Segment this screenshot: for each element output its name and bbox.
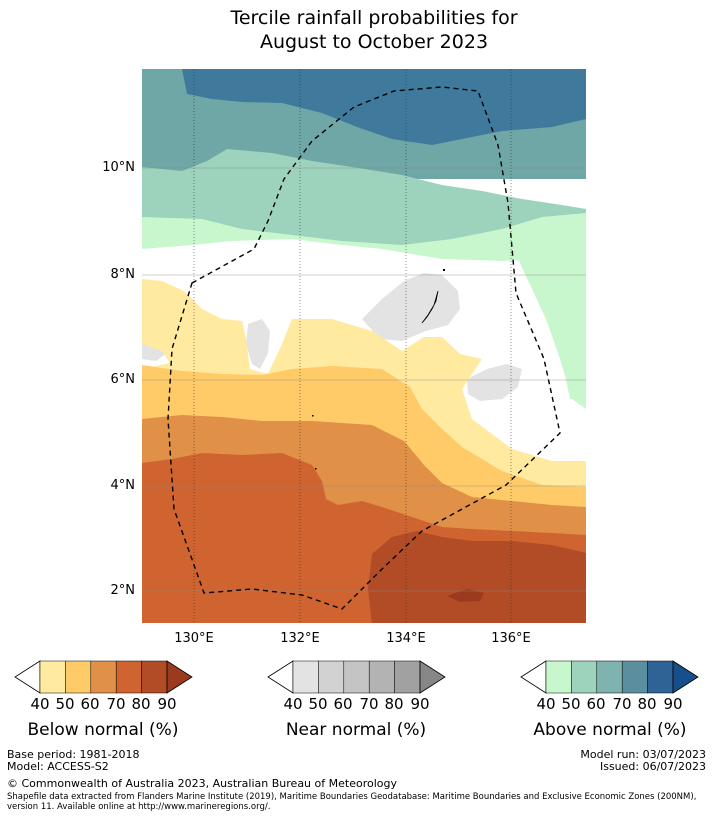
graticule xyxy=(142,69,586,623)
colorbar-segment xyxy=(621,660,648,694)
palau-islands xyxy=(421,290,439,324)
colorbar-segment xyxy=(115,660,142,694)
colorbar-extend-low xyxy=(14,660,41,694)
tick-label: 50 xyxy=(308,695,328,713)
tick-label: 70 xyxy=(612,695,632,713)
near-normal-patch-3 xyxy=(467,364,522,401)
colorbar-near-segments xyxy=(267,660,446,694)
legend-title-below: Below normal (%) xyxy=(27,720,179,740)
tick-label: 70 xyxy=(359,695,379,713)
colorbar-segment xyxy=(394,660,421,694)
near-normal-patch-2 xyxy=(246,319,270,369)
colorbar-segment xyxy=(39,660,66,694)
title-line-1: Tercile rainfall probabilities for xyxy=(230,7,518,29)
lon-label-136e: 136°E xyxy=(491,631,531,646)
colorbar-extend-high xyxy=(166,660,193,694)
rainfall-map xyxy=(142,69,586,623)
lon-label-134e: 134°E xyxy=(386,631,426,646)
lat-label-6n: 6°N xyxy=(110,372,136,387)
copyright: © Commonwealth of Australia 2023, Austra… xyxy=(7,777,397,790)
colorbar-extend-high xyxy=(419,660,446,694)
tick-label: 80 xyxy=(131,695,151,713)
colorbar-segment xyxy=(596,660,623,694)
lat-label-2n: 2°N xyxy=(110,583,136,598)
island-dot-2 xyxy=(312,415,314,417)
chart-title: Tercile rainfall probabilities for Augus… xyxy=(0,6,713,54)
lon-label-132e: 132°E xyxy=(280,631,320,646)
colorbar-segment xyxy=(292,660,319,694)
model-name: Model: ACCESS-S2 xyxy=(7,760,109,773)
shapefile-note: Shapefile data extracted from Flanders M… xyxy=(7,792,697,812)
colorbar-extend-low xyxy=(520,660,547,694)
tick-label: 70 xyxy=(106,695,126,713)
colorbar-above-normal xyxy=(520,660,699,694)
tick-label: 50 xyxy=(55,695,75,713)
tick-label: 60 xyxy=(586,695,606,713)
colorbar-segment xyxy=(571,660,598,694)
colorbar-segment xyxy=(343,660,370,694)
legend-title-above: Above normal (%) xyxy=(533,720,687,740)
tick-label: 40 xyxy=(536,695,556,713)
tick-label: 50 xyxy=(561,695,581,713)
band-above-40-east xyxy=(517,229,586,409)
eez-boundary xyxy=(167,86,561,610)
colorbar-segment xyxy=(545,660,572,694)
tick-label: 90 xyxy=(157,695,177,713)
colorbar-segment xyxy=(141,660,168,694)
band-below-80-dark xyxy=(447,589,484,602)
band-above-70 xyxy=(182,69,586,145)
lat-label-8n: 8°N xyxy=(110,267,136,282)
tick-label: 90 xyxy=(410,695,430,713)
base-period: Base period: 1981-2018 xyxy=(7,748,140,761)
tick-label: 60 xyxy=(80,695,100,713)
band-below-80 xyxy=(368,531,586,623)
colorbar-near-normal xyxy=(267,660,446,694)
island-dot-1 xyxy=(443,269,445,271)
legend-title-near: Near normal (%) xyxy=(285,720,427,740)
colorbar-segment xyxy=(65,660,92,694)
colorbar-below-segments xyxy=(14,660,193,694)
lon-label-130e: 130°E xyxy=(174,631,214,646)
lat-label-10n: 10°N xyxy=(102,160,135,175)
tick-label: 40 xyxy=(30,695,50,713)
colorbar-segment xyxy=(647,660,674,694)
colorbar-segment xyxy=(368,660,395,694)
colorbar-below-normal xyxy=(14,660,193,694)
tick-label: 80 xyxy=(384,695,404,713)
footer-right: Model run: 03/07/2023 Issued: 06/07/2023 xyxy=(580,749,706,773)
tick-label: 40 xyxy=(283,695,303,713)
near-normal-patch-1 xyxy=(362,273,460,341)
title-line-2: August to October 2023 xyxy=(259,31,489,53)
map-svg xyxy=(142,69,586,623)
model-run: Model run: 03/07/2023 xyxy=(580,748,706,761)
colorbar-segment xyxy=(90,660,117,694)
colorbar-segment xyxy=(318,660,345,694)
colorbar-extend-high xyxy=(672,660,699,694)
lat-label-4n: 4°N xyxy=(110,478,136,493)
footer-left: Base period: 1981-2018 Model: ACCESS-S2 xyxy=(7,749,139,773)
issued-date: Issued: 06/07/2023 xyxy=(599,760,706,773)
tick-label: 90 xyxy=(663,695,683,713)
island-dot-3 xyxy=(315,468,317,470)
tick-label: 80 xyxy=(637,695,657,713)
colorbar-extend-low xyxy=(267,660,294,694)
colorbar-above-segments xyxy=(520,660,699,694)
tick-label: 60 xyxy=(333,695,353,713)
